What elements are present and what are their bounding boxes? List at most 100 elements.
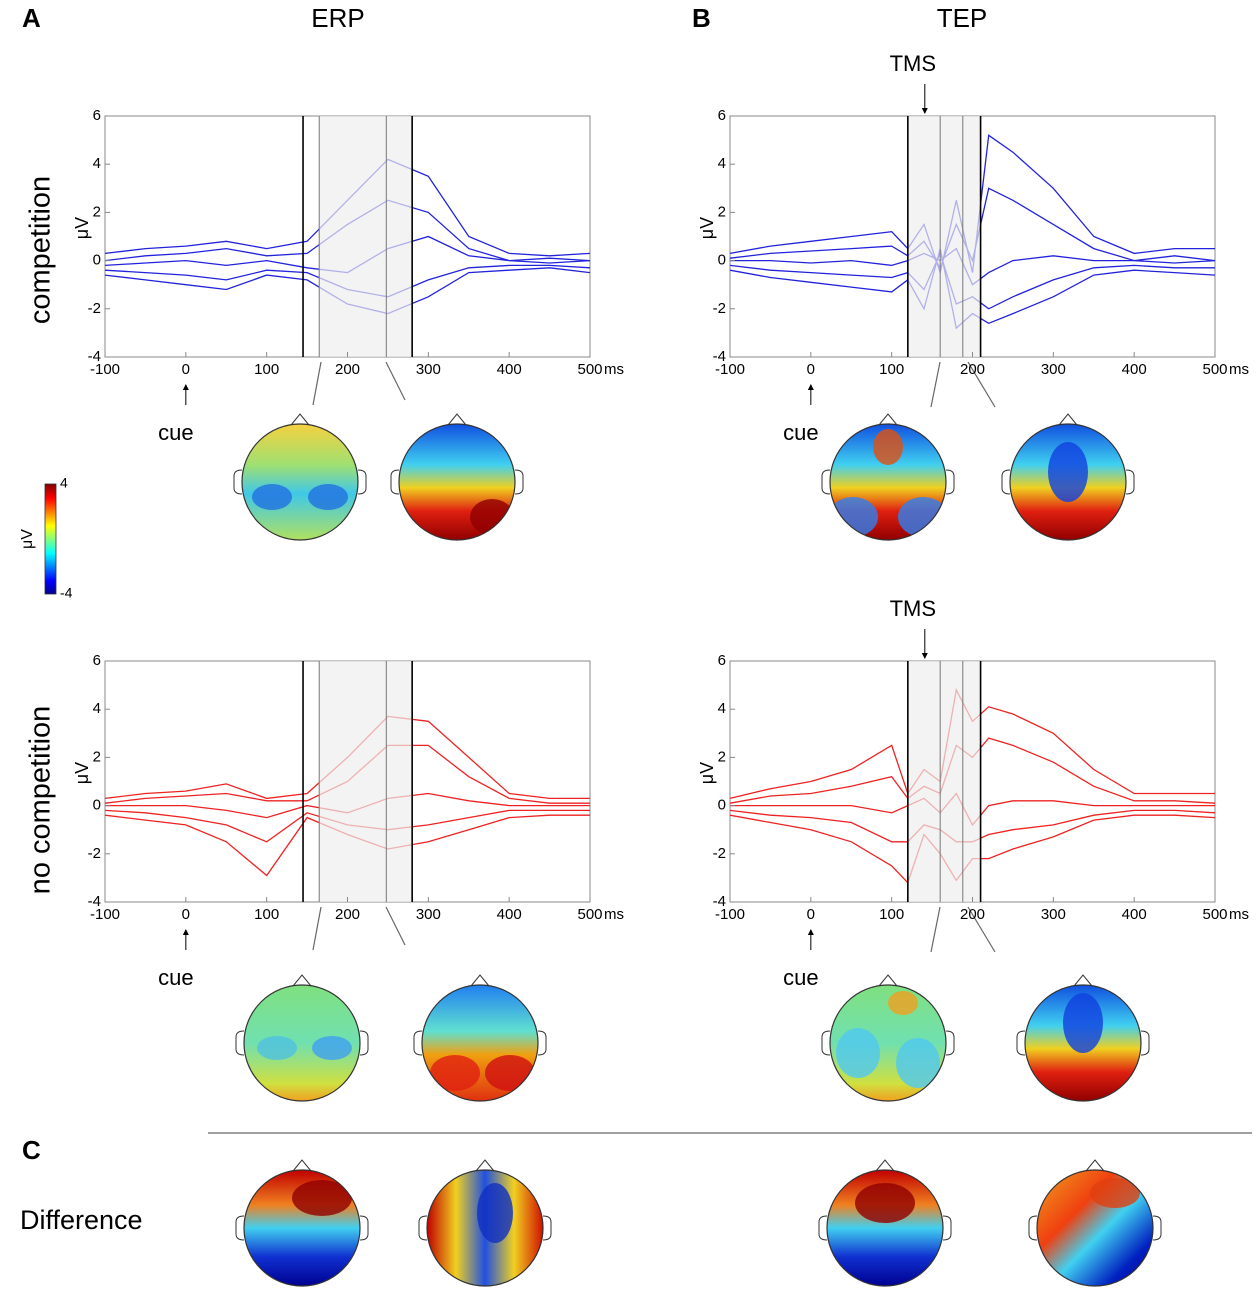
x-tick-label: 100 — [254, 361, 279, 378]
topomap — [233, 413, 367, 541]
ear — [821, 469, 831, 495]
cue-arrowhead — [182, 384, 189, 390]
nose — [875, 1159, 895, 1172]
y-tick-label: 4 — [93, 700, 101, 717]
x-tick-label: 500 — [577, 361, 602, 378]
x-tick-label: 200 — [960, 361, 985, 378]
cue-label: cue — [158, 965, 193, 990]
x-tick-label: 0 — [182, 906, 190, 923]
column-title: ERP — [311, 3, 364, 33]
nose — [1073, 974, 1093, 987]
nose — [447, 413, 467, 426]
ear — [945, 469, 955, 495]
row-title: no competition — [25, 706, 57, 895]
y-tick-label: -4 — [713, 348, 726, 365]
y-axis-label: μV — [697, 217, 717, 239]
topomap — [1016, 974, 1150, 1102]
head-outline — [829, 984, 947, 1102]
topomap — [418, 1159, 552, 1287]
scalp-map — [242, 424, 358, 540]
connectors — [312, 361, 996, 953]
y-tick-label: -4 — [88, 893, 101, 910]
nose — [470, 974, 490, 987]
cue-label: cue — [783, 965, 818, 990]
ear — [233, 469, 243, 495]
x-tick-label: 300 — [416, 361, 441, 378]
ear — [1001, 469, 1011, 495]
cue-label: cue — [158, 420, 193, 445]
x-unit: ms — [1229, 906, 1249, 923]
time-window — [319, 661, 413, 902]
x-tick-label: 0 — [182, 361, 190, 378]
y-tick-label: 6 — [718, 107, 726, 124]
y-tick-label: -2 — [88, 845, 101, 862]
map-blob — [836, 1028, 880, 1078]
panel-letter: A — [22, 3, 41, 33]
ear — [413, 1030, 423, 1056]
topomap — [821, 413, 955, 541]
ear — [235, 1030, 245, 1056]
map-blob — [1048, 442, 1088, 502]
y-axis-label: μV — [697, 762, 717, 784]
head-outline — [1036, 1169, 1154, 1287]
y-axis-label: μV — [72, 217, 92, 239]
ear — [1028, 1215, 1038, 1241]
y-tick-label: -4 — [713, 893, 726, 910]
colorbar-tick-label: 4 — [60, 475, 68, 491]
colorbar — [44, 483, 57, 595]
ear — [1016, 1030, 1026, 1056]
panel-letter: C — [22, 1135, 41, 1165]
y-tick-label: 0 — [93, 252, 101, 269]
y-tick-label: 6 — [93, 652, 101, 669]
head-outline — [829, 423, 947, 541]
y-tick-label: 0 — [93, 797, 101, 814]
x-tick-label: 400 — [1122, 361, 1147, 378]
nose — [1085, 1159, 1105, 1172]
y-tick-label: -2 — [713, 300, 726, 317]
topomap — [1028, 1159, 1162, 1287]
x-tick-label: 500 — [1202, 906, 1227, 923]
nose — [292, 974, 312, 987]
map-blob — [308, 484, 348, 510]
x-tick-label: 300 — [1041, 906, 1066, 923]
map-blob — [257, 1036, 297, 1060]
topomap — [818, 1159, 952, 1287]
x-unit: ms — [604, 906, 624, 923]
map-blob — [888, 991, 918, 1015]
ear — [945, 1030, 955, 1056]
cue-label: cue — [783, 420, 818, 445]
x-tick-label: 200 — [335, 906, 360, 923]
map-blob — [898, 497, 946, 537]
nose — [878, 974, 898, 987]
topomap — [821, 974, 955, 1102]
head-outline — [243, 1169, 361, 1287]
x-tick-label: 100 — [879, 906, 904, 923]
map-blob — [477, 1183, 513, 1243]
nose — [1058, 413, 1078, 426]
time-window — [319, 116, 413, 357]
map-blob — [485, 1055, 535, 1091]
y-axis-label: μV — [72, 762, 92, 784]
ear — [235, 1215, 245, 1241]
cue-arrowhead — [807, 384, 814, 390]
ear — [1125, 469, 1135, 495]
head-outline — [421, 984, 539, 1102]
y-tick-label: 2 — [93, 748, 101, 765]
ear — [1140, 1030, 1150, 1056]
ear — [821, 1030, 831, 1056]
head-outline — [1009, 423, 1127, 541]
nose — [878, 413, 898, 426]
y-tick-label: 2 — [93, 203, 101, 220]
x-unit: ms — [1229, 361, 1249, 378]
ear — [542, 1215, 552, 1241]
colorbar-tick-label: -4 — [60, 585, 73, 601]
nose — [475, 1159, 495, 1172]
map-blob — [312, 1036, 352, 1060]
y-tick-label: 0 — [718, 252, 726, 269]
head-outline — [243, 984, 361, 1102]
x-tick-label: 400 — [1122, 906, 1147, 923]
x-tick-label: 100 — [254, 906, 279, 923]
map-blob — [252, 484, 292, 510]
map-blob — [470, 499, 514, 535]
